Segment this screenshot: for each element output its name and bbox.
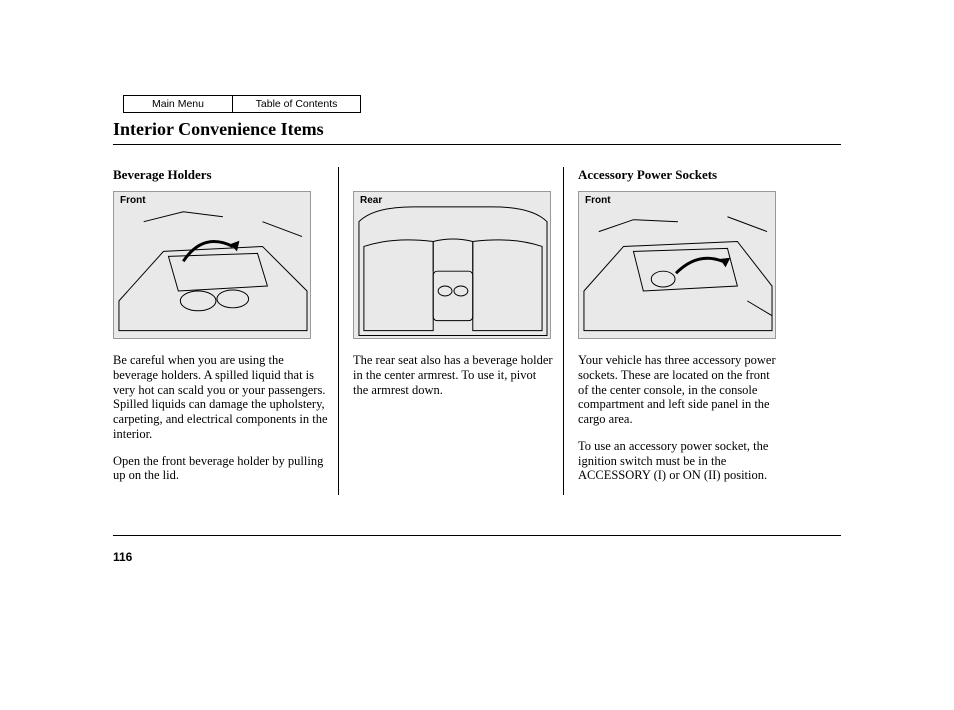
manual-page: Main Menu Table of Contents Interior Con… — [113, 95, 841, 495]
body-paragraph: To use an accessory power socket, the ig… — [578, 439, 778, 483]
body-paragraph: Be careful when you are using the bevera… — [113, 353, 328, 442]
line-art-icon — [354, 192, 550, 339]
figure-front-beverage-holder: Front — [113, 191, 311, 339]
column-heading — [353, 167, 553, 183]
figure-front-power-socket: Front — [578, 191, 776, 339]
column-1: Beverage Holders Front Be ca — [113, 167, 338, 495]
page-number: 116 — [113, 550, 132, 564]
footer-divider — [113, 535, 841, 536]
line-art-icon — [579, 192, 775, 339]
body-paragraph: Open the front beverage holder by pullin… — [113, 454, 328, 484]
nav-bar: Main Menu Table of Contents — [123, 95, 841, 113]
figure-rear-beverage-holder: Rear — [353, 191, 551, 339]
body-paragraph: Your vehicle has three accessory power s… — [578, 353, 778, 427]
column-2: Rear The rear seat also has a beverage h… — [338, 167, 563, 495]
column-heading: Accessory Power Sockets — [578, 167, 778, 183]
content-columns: Beverage Holders Front Be ca — [113, 167, 841, 495]
main-menu-button[interactable]: Main Menu — [123, 95, 233, 113]
table-of-contents-button[interactable]: Table of Contents — [233, 95, 361, 113]
body-paragraph: The rear seat also has a beverage holder… — [353, 353, 553, 397]
line-art-icon — [114, 192, 310, 339]
column-3: Accessory Power Sockets Front — [563, 167, 788, 495]
page-title: Interior Convenience Items — [113, 119, 841, 144]
column-heading: Beverage Holders — [113, 167, 328, 183]
title-divider — [113, 144, 841, 145]
